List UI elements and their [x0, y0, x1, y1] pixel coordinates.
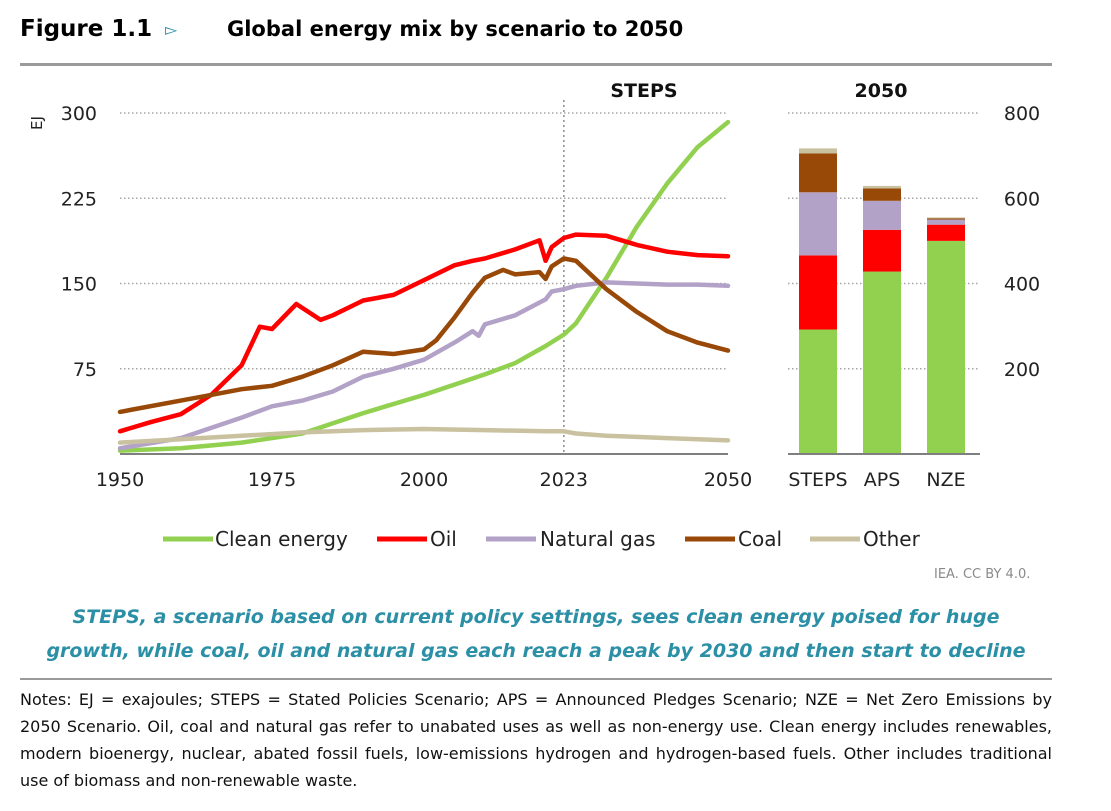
x-tick-label-2023: 2023 [540, 469, 588, 491]
bar-category-label-steps: STEPS [788, 469, 847, 491]
y-tick-label-left-300: 300 [61, 103, 97, 125]
series-line-oil [117, 232, 731, 434]
bar-steps-natural-gas [799, 192, 837, 256]
series-line-coal [117, 256, 731, 415]
bar-steps-coal [799, 153, 837, 193]
series-line-other [117, 426, 731, 445]
bar-nze-other [927, 217, 965, 219]
x-tick-label-1950: 1950 [96, 469, 144, 491]
legend-label-other: Other [863, 527, 921, 551]
y-tick-label-right-800: 800 [1004, 103, 1040, 125]
takeaway-text: STEPS, a scenario based on current polic… [18, 600, 1054, 668]
figure-title: Global energy mix by scenario to 2050 [227, 17, 684, 41]
notes-text: Notes: EJ = exajoules; STEPS = Stated Po… [20, 690, 1052, 790]
legend-label-clean-energy: Clean energy [215, 527, 348, 551]
bar-category-label-nze: NZE [926, 469, 965, 491]
takeaway-line-2: growth, while coal, oil and natural gas … [46, 640, 1026, 662]
series-line-natural-gas [117, 280, 731, 451]
credit-text: IEA. CC BY 4.0. [934, 567, 1031, 582]
line-panel-title: STEPS [610, 80, 677, 102]
legend-label-coal: Coal [738, 527, 782, 551]
y-axis-label: EJ [28, 116, 46, 130]
header-rule [20, 63, 1052, 66]
bar-nze-natural-gas [927, 219, 965, 225]
legend-label-oil: Oil [430, 527, 457, 551]
y-tick-label-left-75: 75 [73, 359, 97, 381]
figure-label: Figure 1.1 [20, 16, 153, 42]
legend-label-natural-gas: Natural gas [540, 527, 656, 551]
x-tick-label-2000: 2000 [400, 469, 448, 491]
bar-nze-oil [927, 224, 965, 241]
figure-arrow-icon: ▻ [165, 22, 178, 39]
bar-steps-oil [799, 255, 837, 330]
x-tick-label-1975: 1975 [248, 469, 296, 491]
y-tick-label-left-150: 150 [61, 274, 97, 296]
bar-steps-other [799, 148, 837, 154]
bar-nze-clean-energy [927, 240, 965, 454]
energy-mix-chart: 75 150 225 300 200 400 600 800 EJ STEPS 2050 1950 19… [28, 80, 1040, 551]
y-tick-label-right-200: 200 [1004, 359, 1040, 381]
figure-header: Figure 1.1 ▻ Global energy mix by scenar… [20, 12, 1052, 52]
bar-aps-other [863, 185, 901, 189]
bar-nze-coal [927, 218, 965, 220]
bar-steps-clean-energy [799, 329, 837, 454]
bar-aps-natural-gas [863, 200, 901, 230]
y-tick-label-right-400: 400 [1004, 274, 1040, 296]
y-tick-label-right-600: 600 [1004, 188, 1040, 210]
y-tick-label-left-225: 225 [61, 188, 97, 210]
bar-panel-title: 2050 [855, 80, 908, 102]
takeaway-line-1: STEPS, a scenario based on current polic… [72, 606, 1000, 628]
bar-category-label-aps: APS [864, 469, 901, 491]
series-line-clean-energy [117, 119, 731, 453]
bar-aps-clean-energy [863, 271, 901, 454]
bar-aps-coal [863, 188, 901, 201]
notes-rule [20, 678, 1052, 680]
x-tick-label-2050: 2050 [704, 469, 752, 491]
bar-aps-oil [863, 229, 901, 272]
